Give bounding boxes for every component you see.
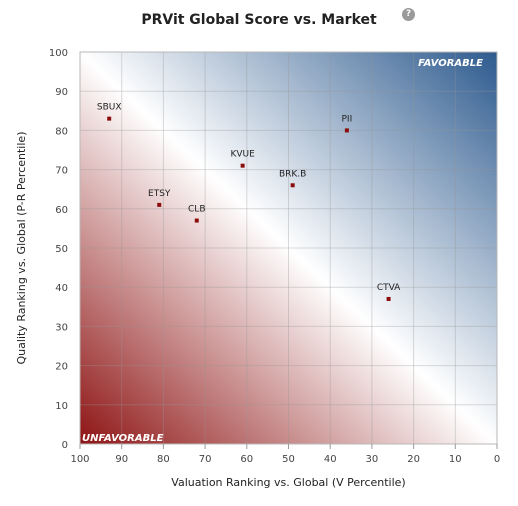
data-point-label: BRK.B bbox=[279, 169, 306, 179]
x-tick-label: 70 bbox=[199, 454, 212, 465]
x-tick-label: 100 bbox=[70, 454, 89, 465]
x-tick-label: 60 bbox=[240, 454, 253, 465]
y-tick-label: 0 bbox=[62, 440, 68, 451]
data-point bbox=[194, 218, 199, 223]
data-point-label: ETSY bbox=[148, 189, 171, 199]
y-tick-label: 40 bbox=[55, 283, 68, 294]
y-tick-label: 60 bbox=[55, 205, 68, 216]
data-point bbox=[107, 116, 112, 121]
y-tick-label: 50 bbox=[55, 244, 68, 255]
help-icon[interactable]: ? bbox=[402, 8, 415, 21]
y-tick-label: 30 bbox=[55, 322, 68, 333]
x-tick-label: 0 bbox=[494, 454, 500, 465]
data-point bbox=[386, 296, 391, 301]
zone-label-unfavorable: UNFAVORABLE bbox=[82, 433, 164, 444]
x-tick-label: 50 bbox=[282, 454, 295, 465]
data-point bbox=[344, 128, 349, 133]
y-tick-label: 90 bbox=[55, 87, 68, 98]
data-point-label: CTVA bbox=[377, 283, 401, 293]
x-tick-label: 90 bbox=[115, 454, 128, 465]
x-tick-label: 10 bbox=[449, 454, 462, 465]
y-tick-label: 20 bbox=[55, 362, 68, 373]
data-point bbox=[290, 183, 295, 188]
data-point-label: SBUX bbox=[97, 103, 122, 113]
data-point bbox=[240, 163, 245, 168]
x-axis-title: Valuation Ranking vs. Global (V Percenti… bbox=[171, 476, 405, 489]
y-tick-label: 10 bbox=[55, 401, 68, 412]
data-point-label: KVUE bbox=[230, 150, 255, 160]
zone-label-favorable: FAVORABLE bbox=[418, 58, 483, 69]
x-tick-label: 30 bbox=[366, 454, 379, 465]
x-tick-label: 20 bbox=[407, 454, 420, 465]
data-point-label: CLB bbox=[188, 205, 205, 215]
x-tick-label: 40 bbox=[324, 454, 337, 465]
y-tick-label: 80 bbox=[55, 126, 68, 137]
chart-title: PRVit Global Score vs. Market bbox=[141, 12, 377, 28]
y-tick-label: 100 bbox=[49, 48, 68, 59]
data-point bbox=[157, 202, 162, 207]
plot-area bbox=[80, 52, 497, 444]
data-point-label: PII bbox=[342, 114, 353, 124]
y-tick-label: 70 bbox=[55, 166, 68, 177]
y-axis-title: Quality Ranking vs. Global (P-R Percenti… bbox=[15, 132, 28, 365]
x-tick-label: 80 bbox=[157, 454, 170, 465]
